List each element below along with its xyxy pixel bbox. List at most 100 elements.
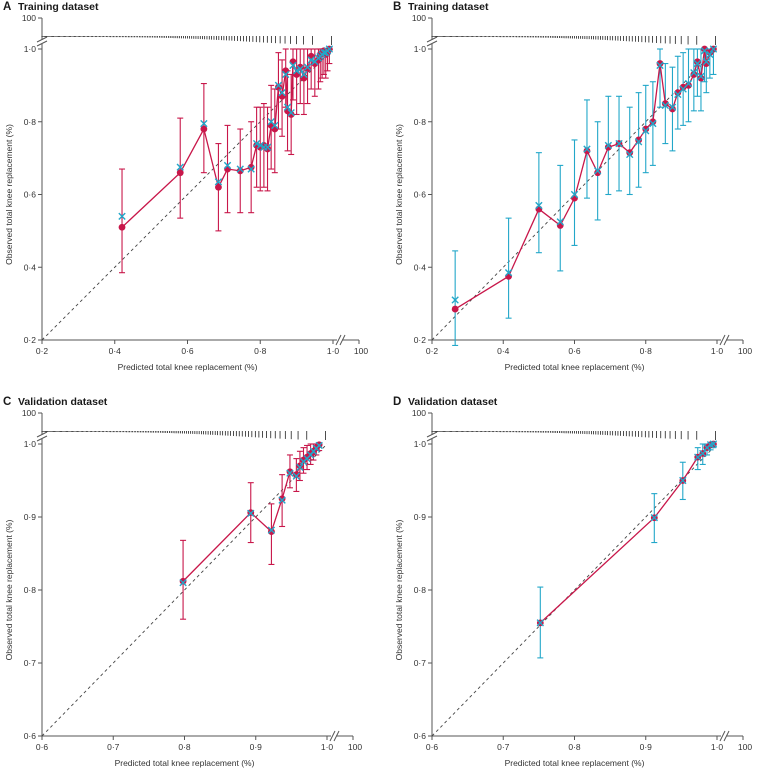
rug-marks (431, 431, 716, 440)
error-bars (180, 443, 323, 620)
predicted-mark-stroke (699, 449, 707, 458)
y-tick-label: 0·9 (24, 512, 37, 522)
predicted-mark-stroke (504, 269, 513, 277)
panel-title: Training dataset (18, 1, 99, 13)
predicted-mark-stroke (296, 463, 304, 472)
predicted-mark-stroke (693, 59, 702, 68)
observed-point (583, 147, 591, 155)
panel-letter: D (393, 396, 401, 408)
predicted-mark-stroke (570, 190, 579, 199)
predicted-mark-stroke (634, 138, 643, 146)
observed-point (275, 83, 282, 91)
observed-point (179, 577, 187, 585)
observed-point (674, 89, 682, 97)
x-axis-label: Predicted total knee replacement (%) (118, 362, 258, 372)
observed-point (236, 167, 244, 175)
panel-d: D Validation dataset 0·6 0·7 0·8 0·9 1·0 0·6 0·7… (393, 396, 752, 768)
predicted-point (247, 165, 255, 173)
predicted-mark-stroke (274, 81, 283, 90)
predicted-mark-stroke (256, 141, 264, 150)
predicted-mark-stroke (252, 139, 261, 148)
predicted-mark-stroke (278, 88, 286, 97)
observed-point (224, 165, 231, 173)
panel-title: Training dataset (408, 1, 489, 13)
observed-point (286, 468, 294, 476)
predicted-mark-stroke (287, 108, 295, 117)
error-bars (119, 48, 333, 274)
predicted-point (263, 143, 272, 151)
x-axis-break (339, 334, 346, 346)
x-tick-label: 0·6 (181, 346, 194, 356)
observed-point (200, 125, 208, 133)
x-tick-label: 0·9 (250, 742, 263, 752)
y-axis-break (426, 435, 438, 442)
observed-point (247, 163, 255, 171)
panel-a: A Training dataset 0·2 0·4 0·6 0·8 1·0 0·2 0·4 0·… (3, 1, 368, 372)
predicted-point (176, 163, 184, 171)
y-axis-label: Observed total knee replacement (%) (394, 124, 404, 265)
y-axis-break (426, 36, 438, 43)
predicted-mark-stroke (615, 139, 623, 148)
predicted-mark-stroke (176, 163, 184, 171)
y-tick-label: 0·7 (24, 658, 37, 668)
y-axis-label: Observed total knee replacement (%) (394, 519, 404, 660)
error-bars (452, 48, 717, 347)
predicted-point (282, 70, 290, 79)
predicted-point (690, 68, 698, 77)
observed-point (656, 60, 664, 67)
y-tick-label: 0·2 (24, 335, 37, 345)
x-tick-label: 0·8 (254, 346, 267, 356)
predicted-point (325, 45, 334, 53)
y-axis-label: Observed total knee replacement (%) (4, 519, 14, 660)
observed-point (287, 111, 295, 118)
panel-title: Validation dataset (408, 396, 498, 408)
x-tick-label: 1·0 (711, 346, 724, 356)
predicted-mark-stroke (296, 65, 304, 73)
y-tick-label: 0·6 (414, 190, 427, 200)
predicted-mark-stroke (315, 441, 323, 450)
predicted-point (286, 469, 294, 477)
y-tick-label: 0·2 (414, 335, 427, 345)
predicted-mark-stroke (247, 509, 255, 518)
y-tick-label: 0·4 (24, 262, 37, 272)
observed-point (215, 183, 222, 191)
predicted-mark-stroke (536, 619, 544, 627)
observed-point (118, 223, 126, 231)
predicted-point (649, 119, 657, 128)
predicted-point (702, 58, 711, 66)
predicted-point (200, 119, 208, 128)
panel-letter: C (3, 396, 11, 408)
y-tick-label: 0·9 (414, 512, 427, 522)
predicted-mark-stroke (214, 178, 223, 186)
observed-point (661, 100, 669, 107)
predicted-point (593, 167, 602, 175)
predicted-point (292, 472, 301, 480)
y-tick-label: 0·7 (414, 658, 427, 668)
predicted-mark-stroke (283, 103, 292, 111)
x-break-label: 100 (738, 346, 752, 356)
observed-point (289, 58, 297, 66)
predicted-point (267, 526, 276, 534)
observed-point (571, 194, 578, 202)
predicted-mark-stroke (320, 48, 328, 57)
predicted-points (179, 441, 323, 587)
error-bars (537, 443, 717, 659)
x-axis-break (335, 334, 342, 346)
predicted-point (694, 453, 702, 461)
reference-diagonal (41, 48, 334, 341)
rug-marks (41, 431, 326, 440)
x-axis-label: Predicted total knee replacement (%) (115, 758, 255, 768)
y-axis-break (426, 40, 438, 47)
predicted-point (615, 139, 623, 148)
predicted-mark-stroke (267, 526, 276, 534)
predicted-mark-stroke (593, 167, 602, 175)
observed-point (685, 81, 692, 89)
y-tick-label: 0·6 (24, 190, 37, 200)
x-axis-label: Predicted total knee replacement (%) (505, 758, 645, 768)
y-tick-label: 0·8 (24, 585, 37, 595)
observed-point (300, 74, 308, 82)
predicted-mark-stroke (451, 296, 459, 304)
predicted-point (278, 88, 286, 97)
y-axis-label: Observed total knee replacement (%) (4, 124, 14, 265)
